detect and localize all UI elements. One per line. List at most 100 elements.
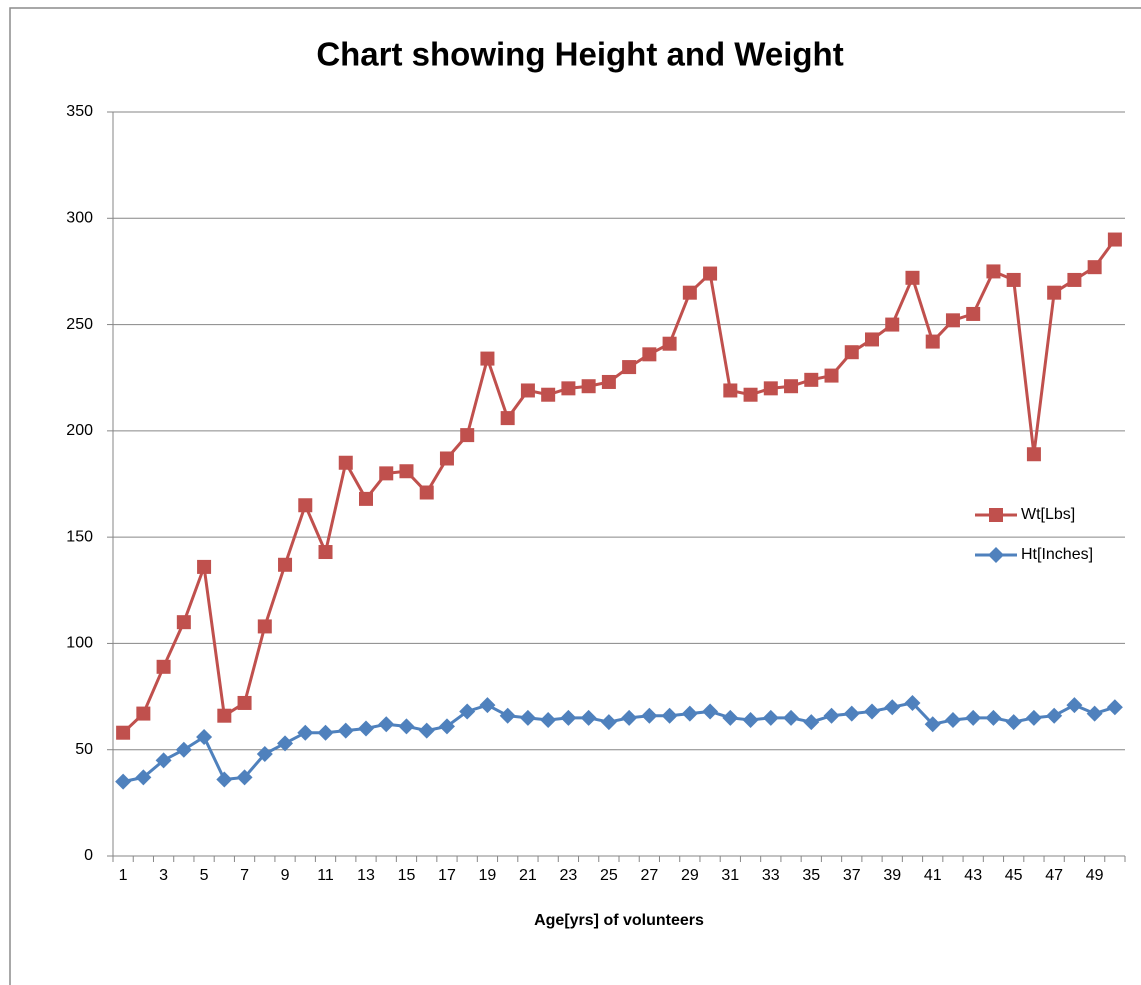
data-point [499, 707, 516, 724]
data-point [803, 714, 820, 731]
data-point [379, 466, 394, 481]
data-point [519, 709, 536, 726]
data-point [1047, 285, 1062, 300]
data-point [438, 718, 455, 735]
data-point [338, 455, 353, 470]
data-point [662, 336, 677, 351]
data-point [702, 703, 719, 720]
data-point [297, 724, 314, 741]
x-axis-label: Age[yrs] of volunteers [534, 912, 704, 929]
data-point [1107, 232, 1122, 247]
data-point [520, 383, 535, 398]
data-point [1006, 272, 1021, 287]
data-point [480, 351, 495, 366]
data-point [945, 313, 960, 328]
x-tick-label: 17 [438, 867, 456, 884]
data-point [197, 559, 212, 574]
data-point [621, 709, 638, 726]
data-point [864, 703, 880, 720]
data-point [703, 266, 718, 281]
legend-label: Ht[Inches] [1021, 546, 1093, 563]
x-tick-label: 27 [640, 867, 658, 884]
data-point [116, 725, 131, 740]
data-point [176, 615, 191, 630]
y-tick-label: 150 [66, 528, 93, 545]
chart-frame [9, 7, 1141, 985]
data-point [1067, 272, 1082, 287]
data-point [500, 411, 515, 426]
data-point [459, 703, 476, 720]
data-point [944, 711, 961, 728]
y-tick-label: 0 [84, 847, 93, 864]
data-point [115, 773, 132, 790]
x-tick-label: 1 [119, 867, 128, 884]
data-point [642, 347, 657, 362]
x-tick-label: 49 [1086, 867, 1104, 884]
x-tick-label: 37 [843, 867, 861, 884]
data-point [823, 707, 840, 724]
data-point [378, 716, 395, 733]
data-point [439, 451, 454, 466]
x-tick-label: 23 [560, 867, 578, 884]
x-tick-label: 9 [281, 867, 290, 884]
data-point [965, 709, 982, 726]
y-tick-label: 350 [66, 103, 93, 120]
data-point [460, 428, 475, 443]
data-point [398, 718, 415, 735]
data-point [237, 695, 252, 710]
x-tick-label: 3 [159, 867, 168, 884]
data-point [763, 381, 778, 396]
data-point [824, 368, 839, 383]
chart-title: Chart showing Height and Weight [316, 36, 843, 73]
data-point [1026, 447, 1041, 462]
x-tick-label: 15 [398, 867, 416, 884]
data-point [136, 706, 151, 721]
x-tick-label: 45 [1005, 867, 1023, 884]
data-point [561, 381, 576, 396]
data-point [580, 709, 597, 726]
data-point [723, 383, 738, 398]
data-point [257, 619, 272, 634]
x-tick-label: 41 [924, 867, 942, 884]
data-point [682, 285, 697, 300]
x-tick-label: 39 [883, 867, 901, 884]
data-point [681, 705, 698, 722]
x-tick-label: 7 [240, 867, 249, 884]
y-tick-label: 250 [66, 316, 93, 333]
data-point [318, 545, 333, 560]
data-point [844, 345, 859, 360]
data-point [904, 694, 921, 711]
data-point [762, 709, 779, 726]
data-point [1106, 699, 1123, 716]
data-point [843, 705, 860, 722]
x-tick-label: 19 [479, 867, 497, 884]
y-tick-label: 300 [66, 210, 93, 227]
data-point [479, 697, 496, 714]
legend-marker [988, 547, 1004, 563]
data-point [600, 714, 617, 731]
y-tick-label: 100 [66, 635, 93, 652]
data-point [317, 724, 334, 741]
x-tick-label: 43 [964, 867, 982, 884]
data-point [966, 306, 981, 321]
data-point [298, 498, 313, 513]
x-tick-label: 5 [200, 867, 209, 884]
x-tick-label: 47 [1045, 867, 1063, 884]
data-point [986, 264, 1001, 279]
x-tick-label: 29 [681, 867, 699, 884]
data-point [359, 491, 373, 506]
data-point [418, 722, 435, 739]
data-point [1087, 260, 1102, 275]
legend-label: Wt[Lbs] [1021, 506, 1075, 523]
data-point [661, 707, 678, 724]
data-point [256, 745, 273, 762]
data-point [885, 317, 900, 332]
data-point [1046, 707, 1063, 724]
legend-marker [989, 508, 1003, 522]
data-point [196, 728, 213, 745]
data-point [217, 708, 232, 723]
data-point [541, 387, 556, 402]
data-point [884, 699, 901, 716]
x-tick-label: 31 [721, 867, 739, 884]
